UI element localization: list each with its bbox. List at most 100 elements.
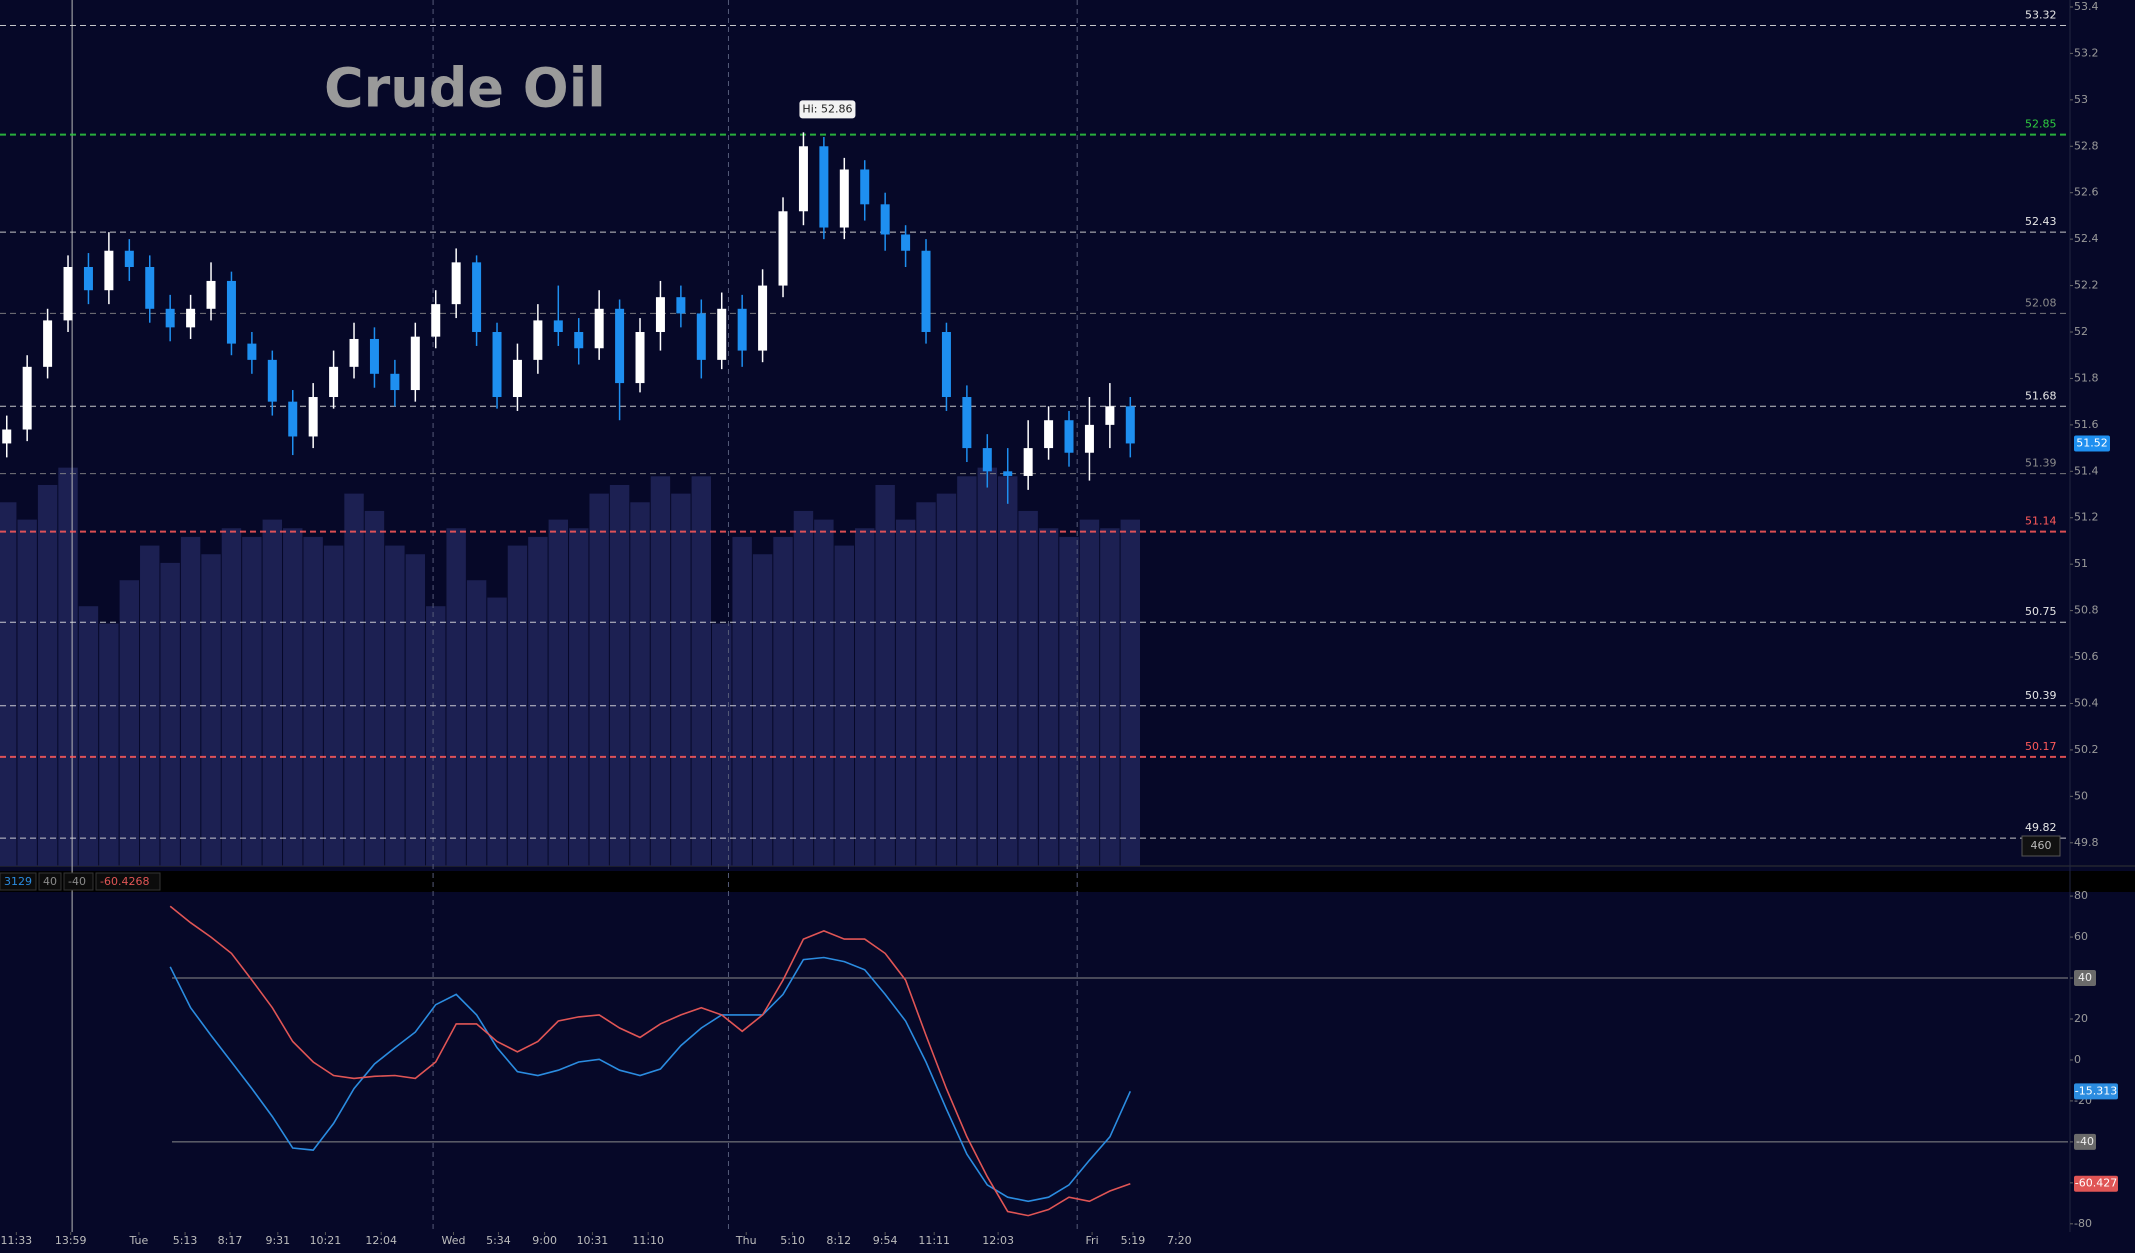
candle-body [880,204,890,235]
price-level-label: 52.85 [2025,118,2057,131]
candle-body [615,308,625,384]
volume-bar [855,528,875,866]
candle-body [512,359,522,398]
volume-bar [957,476,977,866]
candle-body [2,429,12,444]
y-tick-label: 51.6 [2074,418,2099,431]
y-tick-label: 50.8 [2074,604,2099,617]
indicator-header-strip [0,871,2135,892]
y-tick-label: 60 [2074,930,2088,943]
volume-label-box [2021,835,2061,857]
volume-bar [650,476,671,866]
x-tick-label: 5:10 [780,1234,805,1247]
candle-body [288,401,298,437]
volume-bar [936,493,957,866]
volume-bar [262,519,283,866]
candle-body [676,297,686,314]
price-level-label: 52.08 [2025,296,2057,309]
y-tick-label: 49.8 [2074,836,2099,849]
candle-body [390,373,400,391]
candle-body [349,338,359,367]
candle-body [206,280,216,309]
candle-body [860,169,870,205]
volume-bar [691,476,712,866]
volume-bar [1038,528,1059,866]
volume-bar [609,484,630,866]
volume-bar [630,502,650,866]
candle-body [594,308,604,349]
last-value-label: -15.313 [2075,1084,2117,1097]
candle-body [533,320,543,360]
y-tick-label: 50.6 [2074,650,2099,663]
y-tick-label: 51.2 [2074,511,2099,524]
candle-body [186,308,196,328]
x-tick-label: 11:33 [0,1234,32,1247]
candle-body [1023,448,1033,476]
candle-body [574,332,584,349]
x-tick-label: 10:31 [577,1234,609,1247]
y-tick-label: 53.4 [2074,0,2099,13]
y-tick-label: 52.2 [2074,279,2099,292]
x-tick-label: 11:10 [632,1234,664,1247]
candle-body [1044,420,1054,449]
header-box [95,872,161,891]
candle-body [962,397,972,449]
volume-bar [528,536,548,866]
volume-bar [793,510,814,866]
candle-body [778,211,788,286]
price-level-label: 50.17 [2025,740,2057,753]
x-tick-label: 5:19 [1121,1234,1146,1247]
price-level-label: 51.39 [2025,457,2057,470]
volume-bar [916,502,936,866]
candle-body [941,332,951,398]
candle-body [758,285,768,351]
volume-bar [998,476,1018,866]
price-level-label: 51.14 [2025,515,2057,528]
y-tick-label: 51 [2074,557,2088,570]
volume-bar [487,597,507,866]
candle-body [267,359,277,402]
volume-bar [242,536,262,866]
y-tick-label: 0 [2074,1053,2081,1066]
high-annotation: Hi: 52.86 [802,102,852,115]
x-tick-label: 5:34 [486,1234,511,1247]
candle-body [329,366,339,398]
candle-body [901,234,911,251]
x-tick-label: 12:04 [365,1234,397,1247]
candle-body [492,332,502,398]
candle-body [921,250,931,333]
y-tick-label: 51.8 [2074,371,2099,384]
x-tick-label: 9:31 [265,1234,290,1247]
y-tick-label: 52.8 [2074,139,2099,152]
y-tick-label: 51.4 [2074,464,2099,477]
candle-body [1064,420,1074,453]
x-tick-label: Fri [1086,1234,1099,1247]
volume-bar [344,493,364,866]
candle-body [104,250,114,291]
candle-body [717,308,727,360]
last-value-badge [2074,1083,2118,1100]
volume-bar [201,554,221,866]
volume-label: 460 [2031,839,2052,852]
volume-bar [712,623,732,866]
candle-body [696,313,706,360]
volume-bar [814,519,834,866]
volume-bar [221,528,242,866]
volume-bar [99,623,119,866]
last-value-badge [2074,1175,2118,1192]
last-value-label: -60.427 [2075,1177,2117,1190]
candle-body [655,297,665,333]
volume-bar [732,536,752,866]
price-level-label: 53.32 [2025,9,2057,22]
candle-body [798,146,808,212]
price-level-label: 50.75 [2025,605,2057,618]
price-level-label: 50.39 [2025,689,2057,702]
x-tick-label: 12:03 [982,1234,1014,1247]
oscillator-line [169,905,1131,1217]
volume-bar [160,562,180,866]
volume-bar [875,484,895,866]
candle-body [635,332,645,384]
x-tick-label: 5:13 [173,1234,198,1247]
volume-bar [1100,528,1120,866]
